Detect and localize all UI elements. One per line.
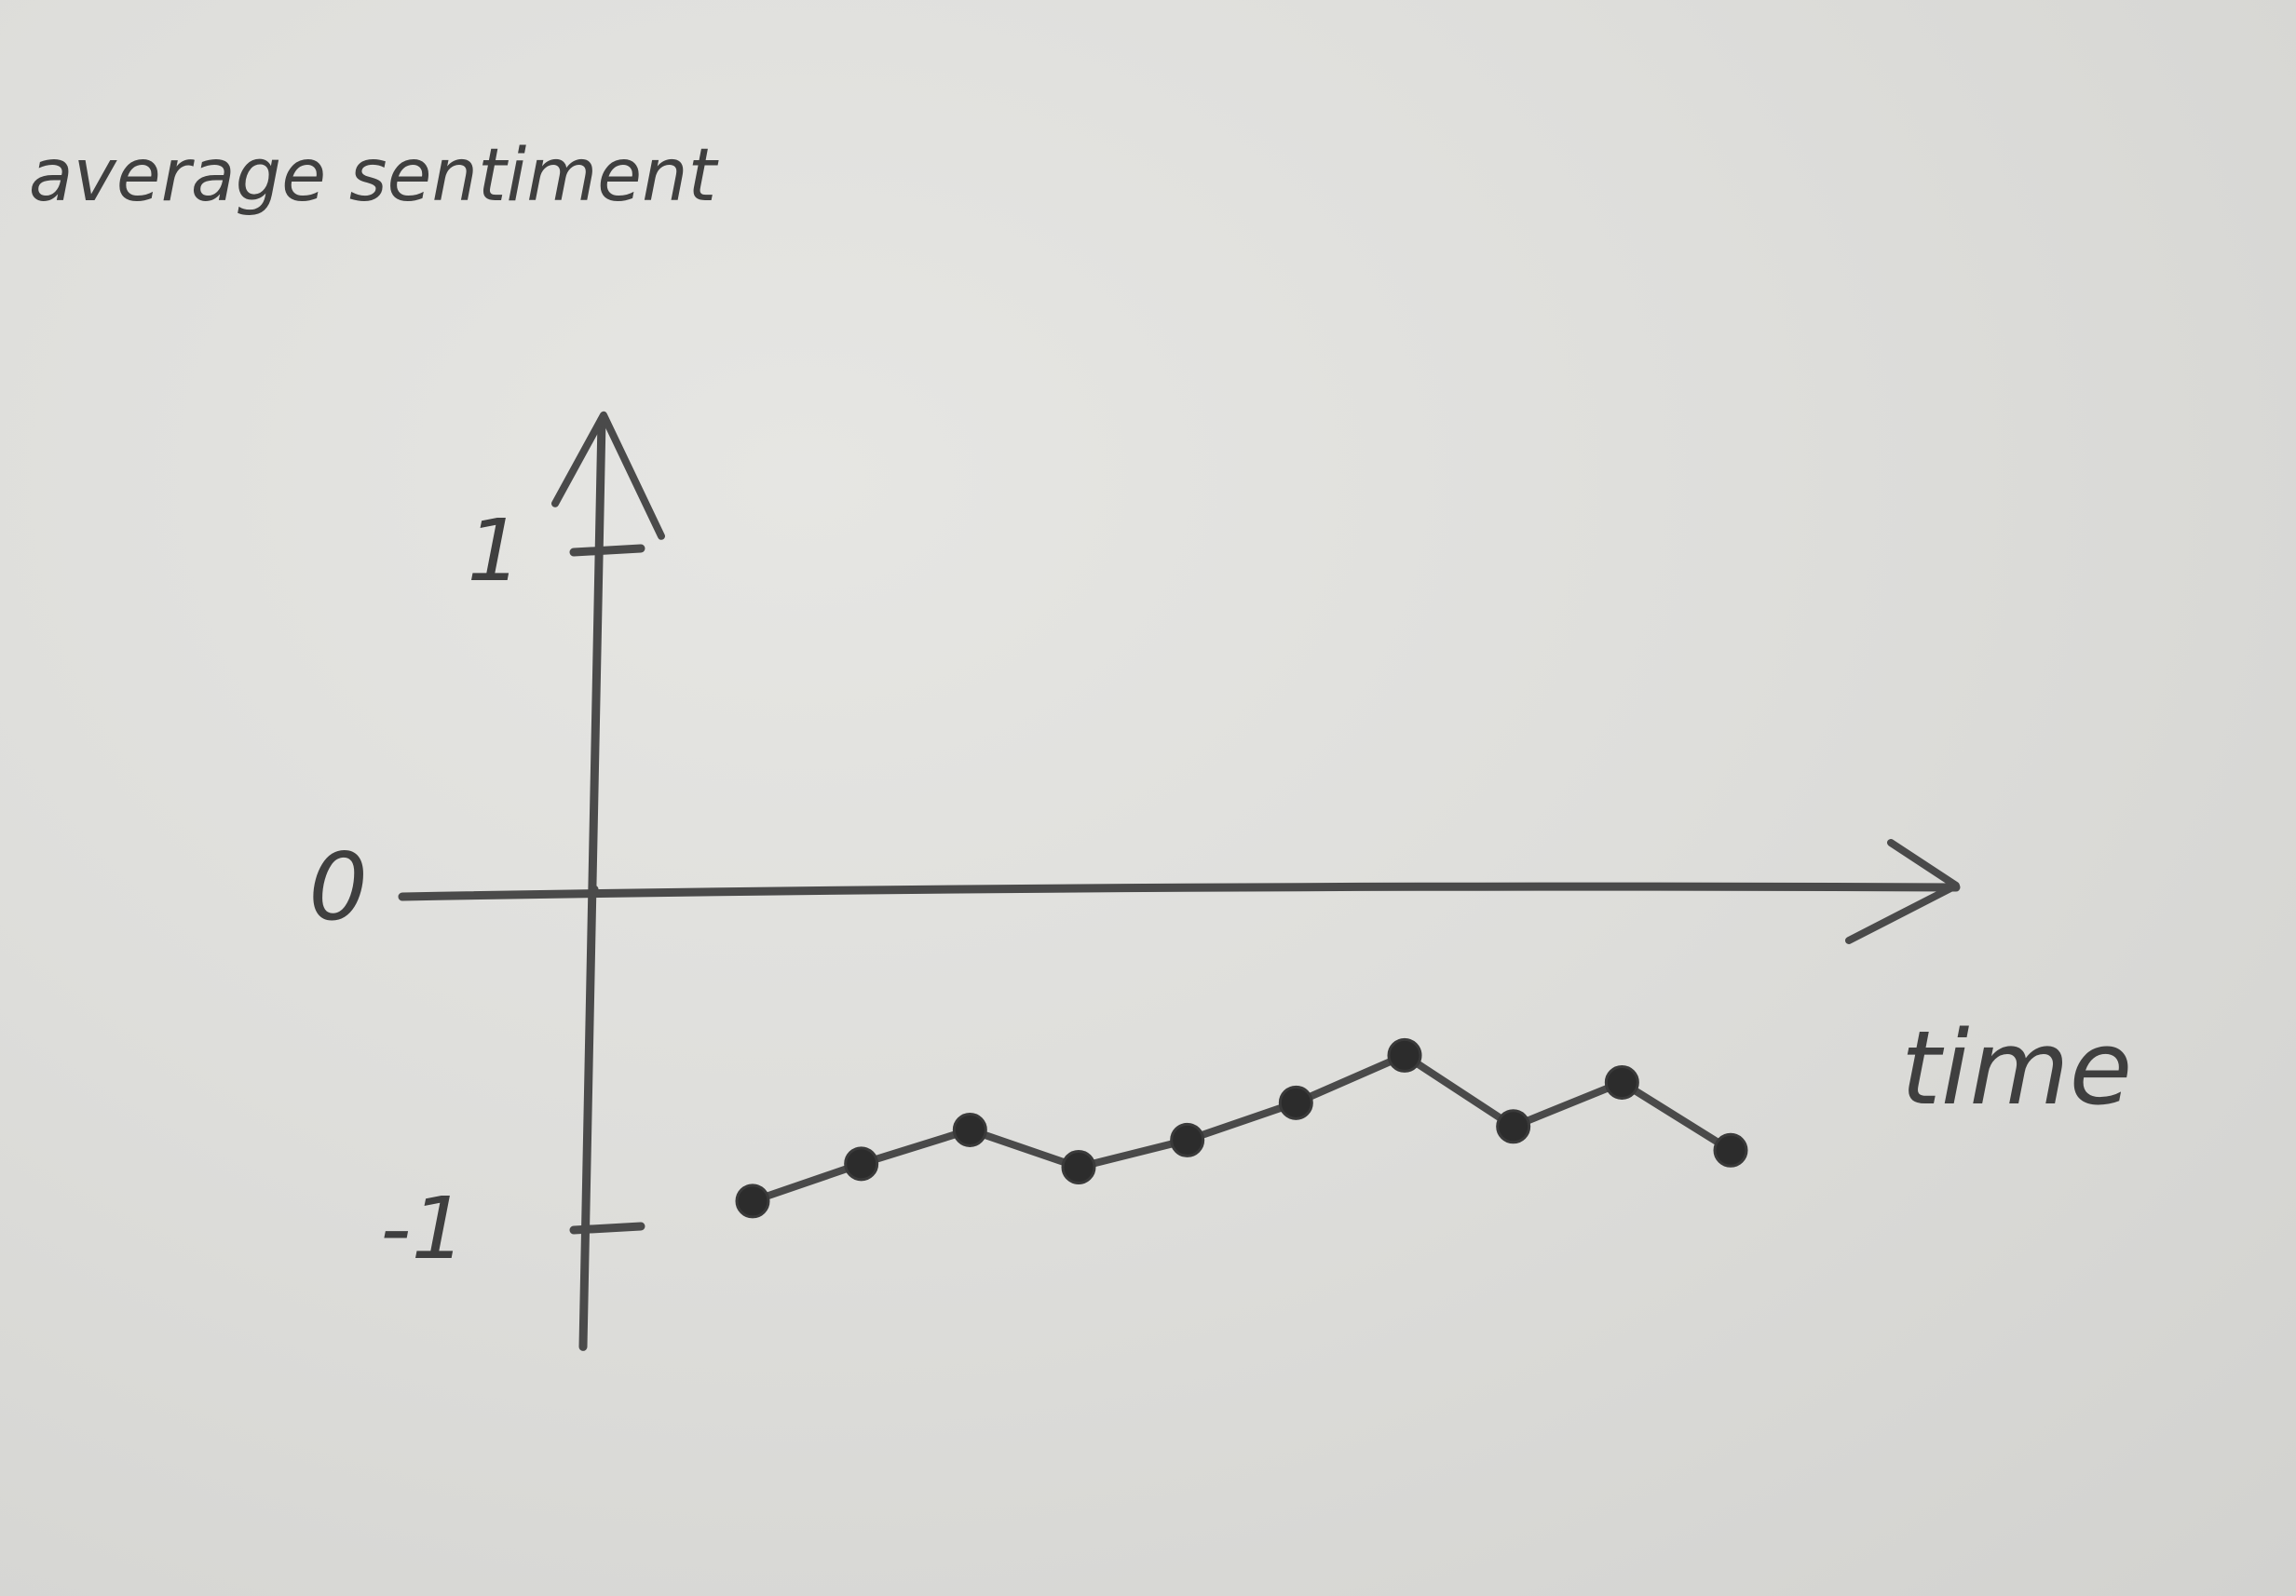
x-axis-line [398, 882, 1961, 901]
data-point [1387, 1037, 1422, 1073]
y-axis-ticks: 1 0 -1 [308, 501, 645, 1278]
data-point [1061, 1149, 1096, 1184]
data-point [844, 1146, 879, 1182]
data-point [952, 1112, 987, 1147]
data-point [1604, 1064, 1639, 1100]
data-point [735, 1183, 770, 1219]
data-point [1713, 1132, 1748, 1168]
x-axis-label: time [1901, 1008, 2133, 1128]
y-tick-label: 1 [467, 501, 522, 601]
data-point [1278, 1085, 1313, 1120]
data-point [1496, 1109, 1531, 1144]
data-series [735, 1037, 1748, 1219]
x-axis-arrowhead [1845, 839, 1960, 944]
data-point [1170, 1122, 1205, 1157]
y-axis-arrowhead [551, 411, 665, 540]
series-line [749, 1051, 1734, 1205]
y-axis-line [578, 415, 606, 1351]
y-tick-label: -1 [380, 1179, 466, 1278]
y-tick-label: 0 [308, 832, 368, 941]
y-tick-mark [569, 1222, 645, 1235]
y-tick-mark [569, 544, 645, 557]
y-axis-label: average sentiment [29, 134, 719, 218]
